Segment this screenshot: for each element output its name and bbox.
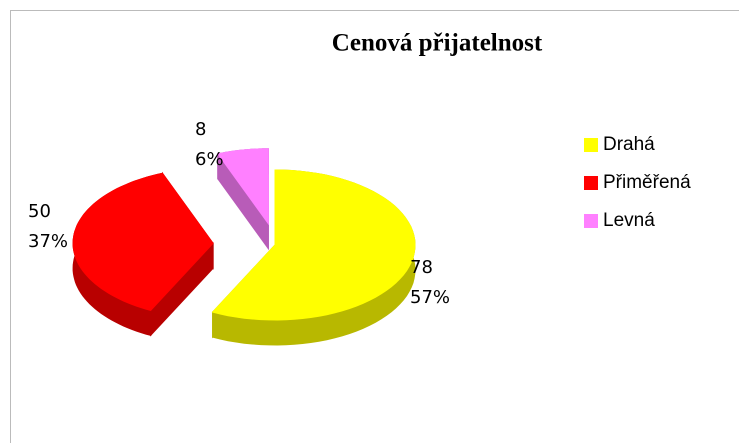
value-label: 50: [28, 201, 51, 222]
chart-title: Cenová přijatelnost: [332, 30, 543, 57]
value-label: 78: [410, 257, 433, 278]
legend-swatch: [584, 138, 598, 152]
legend-swatch: [584, 214, 598, 228]
legend-label: Drahá: [603, 134, 655, 155]
legend-swatch: [584, 176, 598, 190]
percent-label: 57%: [410, 287, 450, 308]
slice: [72, 172, 214, 311]
percent-label: 6%: [195, 149, 224, 170]
percent-label: 37%: [28, 231, 68, 252]
legend-label: Levná: [603, 210, 655, 231]
slice: [211, 169, 416, 321]
value-label: 8: [195, 119, 206, 140]
chart-frame: [10, 10, 739, 443]
legend-label: Přiměřená: [603, 172, 691, 193]
slice: [216, 148, 269, 226]
